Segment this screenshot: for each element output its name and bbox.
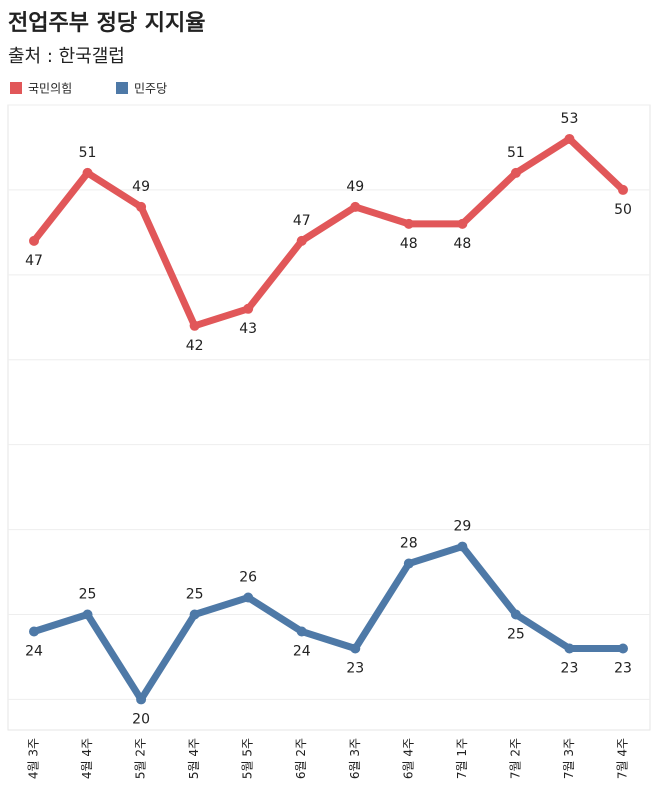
data-label: 42 [186,338,204,354]
data-label: 24 [293,643,311,659]
point [350,201,361,212]
x-tick-label: 5월 4주 [187,738,201,779]
point [189,320,200,331]
chart-title: 전업주부 정당 지지율 [8,11,205,36]
point [136,201,147,212]
point [457,218,468,229]
point [457,541,468,552]
point [618,184,628,195]
data-label: 23 [561,660,579,676]
data-label: 47 [25,253,43,269]
data-label: 53 [561,111,579,127]
point [296,235,307,246]
point [29,235,39,246]
data-label: 26 [239,570,257,586]
point [82,167,93,178]
x-tick-label: 7월 1주 [455,738,469,779]
legend-swatch [10,82,22,94]
x-tick-label: 7월 3주 [562,738,576,779]
data-label: 47 [293,213,311,229]
data-label: 49 [132,179,150,195]
x-tick-label: 5월 5주 [241,738,255,779]
point [510,167,521,178]
x-tick-label: 5월 2주 [134,738,148,779]
data-label: 24 [25,643,43,659]
point [403,558,414,569]
data-label: 25 [79,587,97,603]
data-label: 23 [346,660,364,676]
legend-label: 국민의힘 [28,82,72,96]
chart-subtitle: 출처 : 한국갤럽 [8,46,125,67]
point [136,694,147,705]
point [82,609,93,620]
data-label: 25 [507,627,525,643]
data-label: 29 [453,519,471,535]
point [243,592,254,603]
point [189,609,200,620]
point [296,626,307,637]
x-tick-label: 7월 4주 [616,738,630,779]
x-tick-label: 4월 4주 [80,738,94,779]
x-tick-label: 6월 4주 [401,738,415,779]
point [29,626,39,637]
series-line [32,543,623,703]
point [564,133,575,144]
data-label: 48 [400,236,418,252]
point [243,303,254,314]
data-label: 20 [132,711,150,727]
point [564,643,575,654]
x-tick-label: 6월 2주 [294,738,308,779]
data-label: 49 [346,179,364,195]
data-label: 51 [79,145,97,161]
legend-label: 민주당 [134,82,167,96]
data-label: 23 [614,660,632,676]
point [403,218,414,229]
data-label: 28 [400,536,418,552]
legend-swatch [116,82,128,94]
data-label: 51 [507,145,525,161]
x-tick-label: 7월 2주 [508,738,522,779]
data-label: 25 [186,587,204,603]
point [618,643,628,654]
data-label: 50 [614,202,632,218]
series-line [31,135,626,330]
x-tick-label: 4월 3주 [27,738,41,779]
x-tick-label: 6월 3주 [348,738,362,779]
point [350,643,361,654]
data-label: 48 [453,236,471,252]
point [510,609,521,620]
data-label: 43 [239,321,257,337]
